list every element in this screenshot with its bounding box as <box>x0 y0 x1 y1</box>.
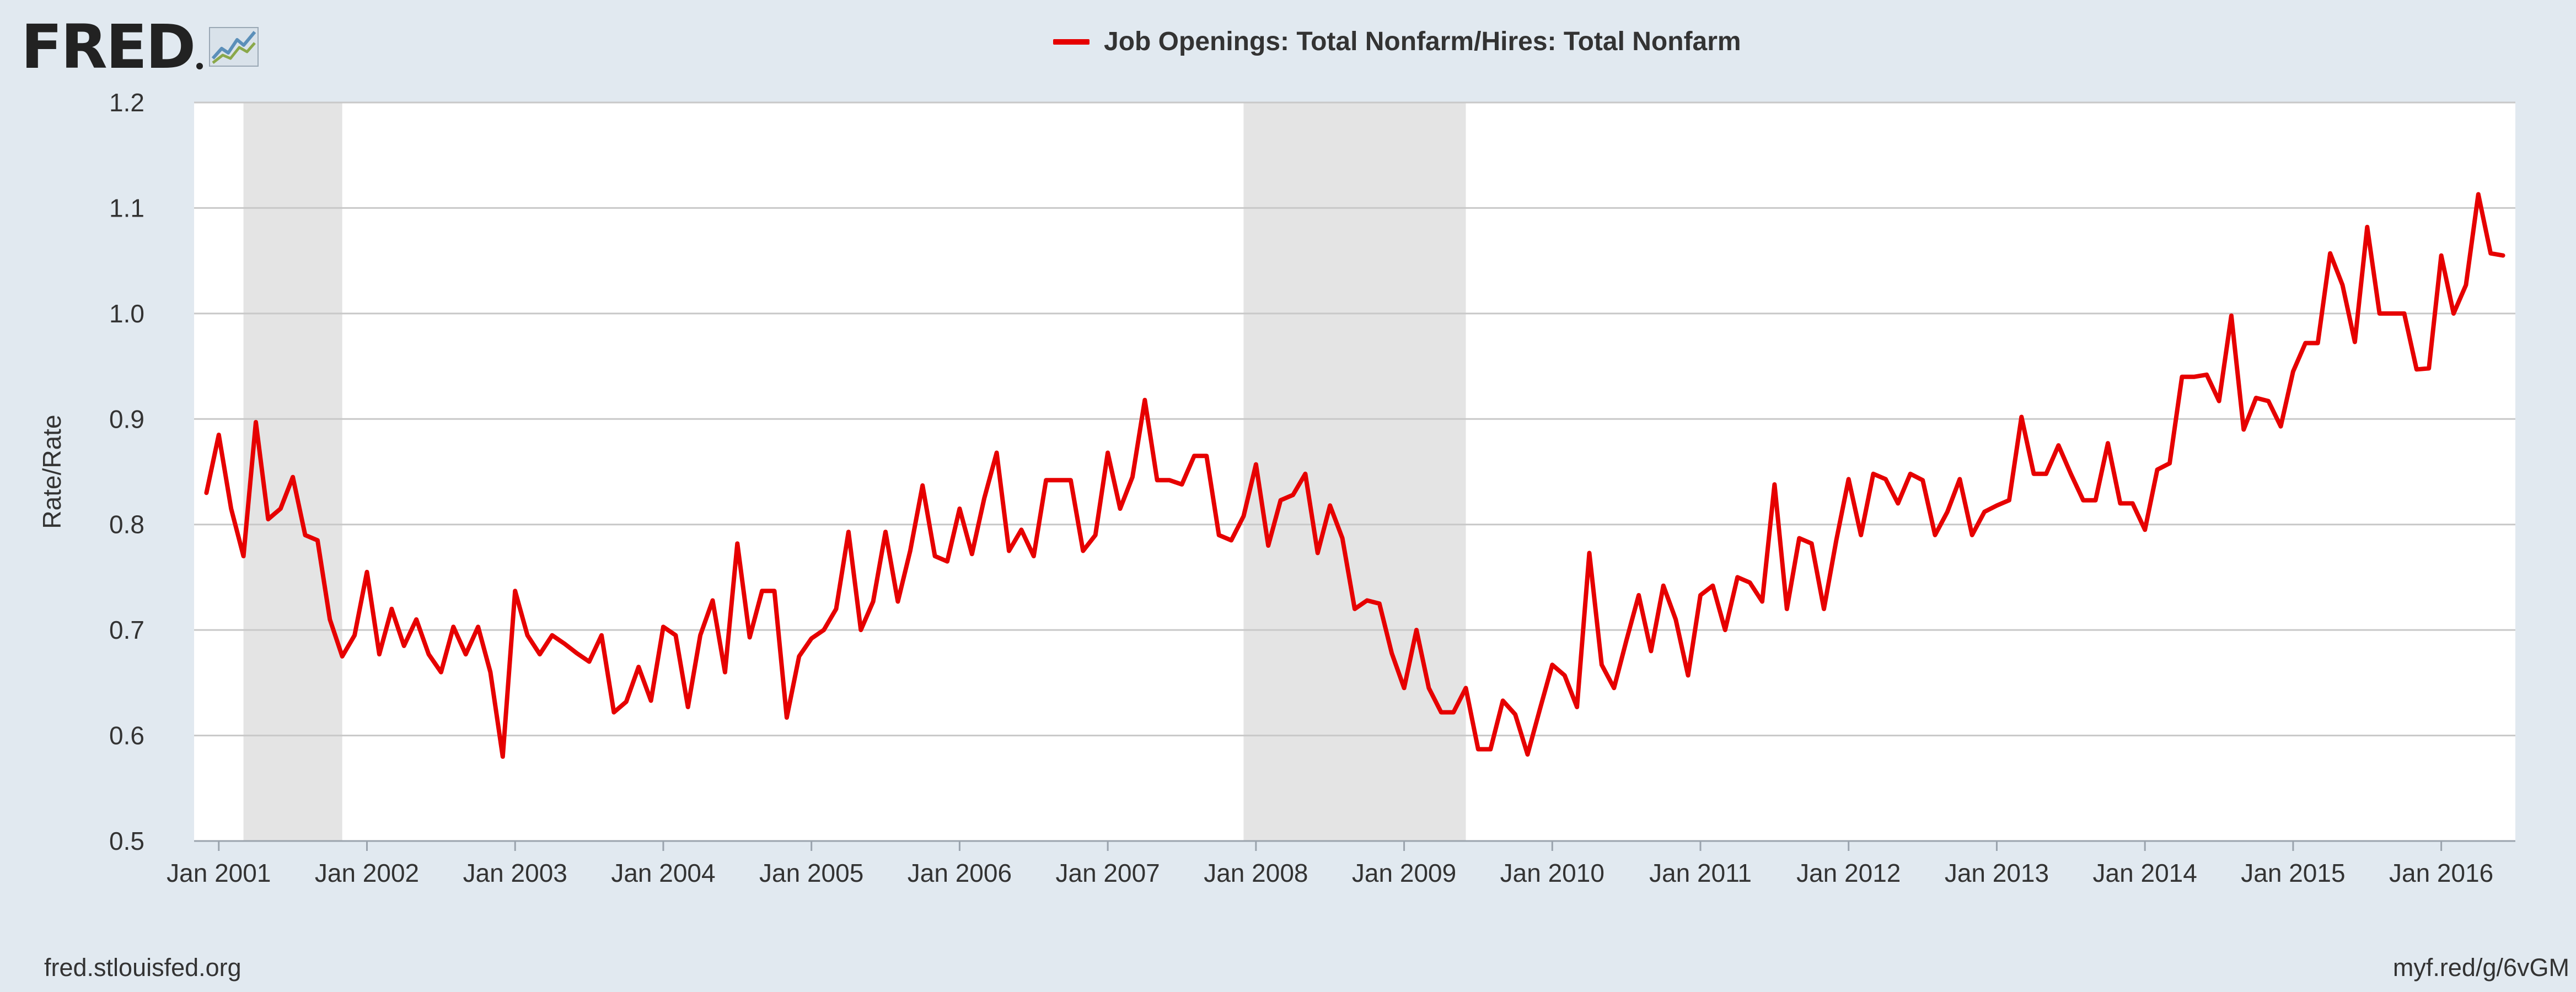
recession-band <box>1243 103 1466 841</box>
recession-band <box>243 103 342 841</box>
legend-label: Job Openings: Total Nonfarm/Hires: Total… <box>1104 27 1741 56</box>
x-tick-label: Jan 2009 <box>1352 859 1456 887</box>
y-tick-label: 0.8 <box>109 510 144 539</box>
y-tick-label: 0.5 <box>109 827 144 855</box>
x-tick-label: Jan 2006 <box>908 859 1012 887</box>
y-axis-ticks: 0.5 0.6 0.7 0.8 0.9 1.0 1.1 1.2 <box>109 88 144 855</box>
source-url[interactable]: fred.stlouisfed.org <box>44 953 242 982</box>
x-tick-label: Jan 2007 <box>1055 859 1160 887</box>
x-tick-label: Jan 2004 <box>611 859 715 887</box>
x-tick-label: Jan 2011 <box>1649 859 1752 887</box>
x-tick-label: Jan 2001 <box>167 859 271 887</box>
logo-registered-dot <box>196 63 203 69</box>
logo-text: FRED <box>21 12 196 82</box>
x-tick-label: Jan 2003 <box>463 859 567 887</box>
x-tick-label: Jan 2016 <box>2389 859 2493 887</box>
chart-legend[interactable]: Job Openings: Total Nonfarm/Hires: Total… <box>1053 26 1741 57</box>
x-axis-ticks: Jan 2001 Jan 2002 Jan 2003 Jan 2004 Jan 2005… <box>167 841 2493 887</box>
recession-shading <box>243 103 1466 841</box>
x-tick-label: Jan 2002 <box>315 859 419 887</box>
x-tick-label: Jan 2013 <box>1945 859 2049 887</box>
y-tick-label: 1.1 <box>109 193 144 222</box>
x-tick-label: Jan 2012 <box>1796 859 1901 887</box>
y-tick-label: 0.9 <box>109 405 144 433</box>
y-axis-label: Rate/Rate <box>37 414 66 529</box>
y-tick-label: 0.7 <box>109 616 144 644</box>
x-tick-label: Jan 2010 <box>1500 859 1604 887</box>
x-tick-label: Jan 2008 <box>1204 859 1308 887</box>
series-line <box>204 192 2505 759</box>
y-tick-label: 0.6 <box>109 721 144 750</box>
x-tick-label: Jan 2015 <box>2241 859 2345 887</box>
short-link[interactable]: myf.red/g/6vGM <box>2392 953 2569 982</box>
y-tick-label: 1.0 <box>109 299 144 328</box>
legend-swatch <box>1053 39 1090 45</box>
series-layer <box>204 192 2505 759</box>
x-tick-label: Jan 2014 <box>2093 859 2197 887</box>
x-tick-label: Jan 2005 <box>759 859 863 887</box>
grid-lines <box>194 101 2515 737</box>
fred-logo[interactable]: FRED <box>21 17 259 77</box>
chart-line-icon <box>209 27 259 67</box>
y-tick-label: 1.2 <box>109 88 144 117</box>
